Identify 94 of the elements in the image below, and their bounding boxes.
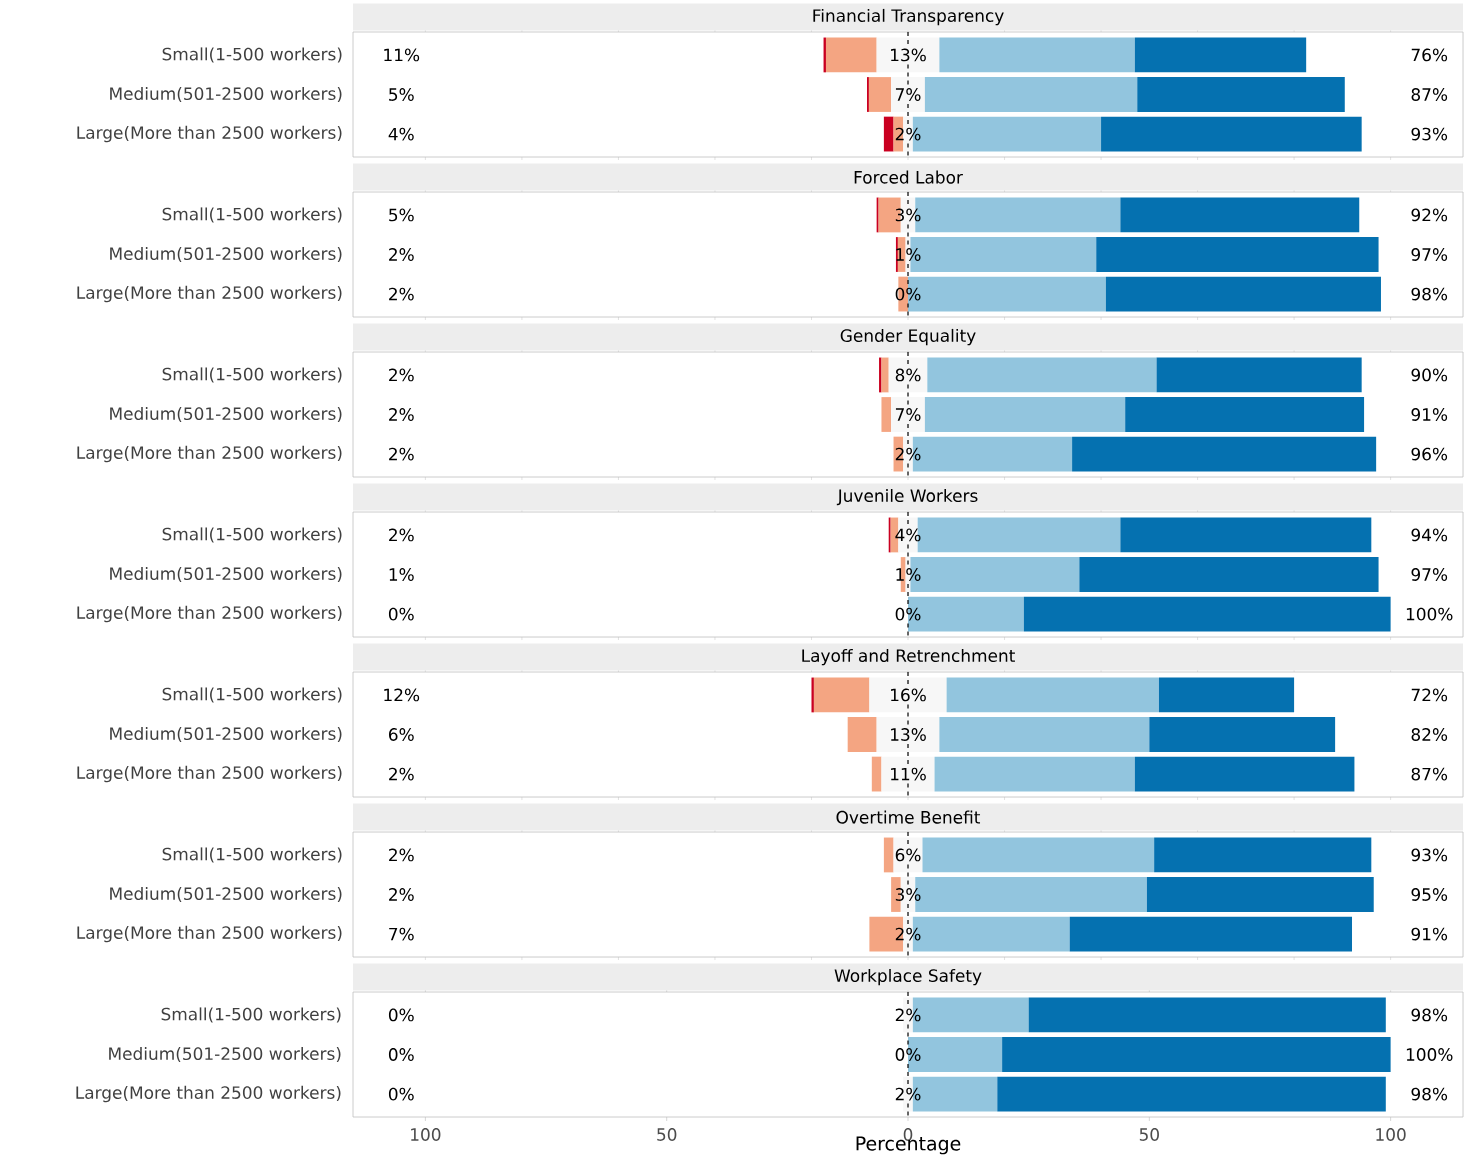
annotation: 2%	[389, 248, 414, 261]
y-tick-label: Small(1-500 workers)	[162, 367, 342, 383]
y-tick-label: Large(More than 2500 workers)	[77, 125, 342, 143]
annotation: 2%	[389, 848, 414, 862]
y-tick-label: Small(1-500 workers)	[162, 527, 342, 543]
annotation: 11%	[384, 48, 420, 62]
annotation: 2%	[389, 368, 414, 382]
annotation: 4%	[388, 127, 414, 141]
annotation: 94%	[1411, 528, 1448, 542]
annotation: 92%	[1411, 208, 1448, 222]
data-label: 8%	[895, 368, 921, 382]
data-label: 2%	[895, 1087, 921, 1101]
chart-title: Financial Transparency	[813, 8, 1004, 26]
annotation: 2%	[389, 528, 414, 542]
y-tick-label: Large(More than 2500 workers)	[77, 765, 342, 783]
annotation: 91%	[1411, 408, 1448, 421]
annotation: 93%	[1411, 848, 1448, 862]
annotation: 2%	[389, 287, 414, 301]
data-label: 6%	[895, 848, 921, 862]
annotation: 90%	[1411, 368, 1448, 382]
annotation: 72%	[1411, 688, 1448, 702]
annotation: 76%	[1411, 48, 1448, 62]
annotation: 93%	[1411, 127, 1448, 141]
x-tick-label: 50	[1139, 1128, 1159, 1141]
annotation: 2%	[389, 888, 414, 901]
annotation: 97%	[1411, 568, 1448, 581]
data-label: 2%	[895, 447, 921, 461]
annotation: 5%	[389, 88, 414, 101]
y-tick-label: Large(More than 2500 workers)	[76, 1085, 341, 1103]
annotation: 95%	[1411, 888, 1448, 901]
annotation: 0%	[388, 1008, 414, 1022]
x-tick-label: 50	[657, 1128, 677, 1141]
chart-title: Layoff and Retrenchment	[802, 648, 1015, 666]
annotation: 7%	[389, 927, 414, 941]
annotation: 1%	[389, 568, 414, 581]
data-label: 1%	[896, 568, 921, 581]
y-tick-label: Medium(501-2500 workers)	[110, 246, 342, 263]
data-label: 13%	[891, 728, 926, 741]
annotation: 87%	[1411, 88, 1448, 101]
y-tick-label: Small(1-500 workers)	[162, 687, 342, 703]
y-tick-label: Small(1-500 workers)	[162, 47, 342, 63]
data-label: 2%	[895, 127, 921, 141]
data-label: 0%	[895, 287, 921, 301]
annotation: 87%	[1411, 767, 1448, 781]
annotation: 6%	[389, 728, 414, 741]
annotation: 91%	[1411, 927, 1448, 941]
annotation: 12%	[384, 688, 420, 702]
y-tick-label: Medium(501-2500 workers)	[110, 726, 342, 743]
y-tick-label: Small(1-500 workers)	[161, 1007, 341, 1023]
annotation: 100%	[1406, 1048, 1453, 1061]
data-label: 3%	[895, 888, 921, 901]
annotation: 97%	[1411, 248, 1448, 261]
annotation: 2%	[389, 767, 414, 781]
annotation: 98%	[1411, 287, 1448, 301]
data-label: 0%	[895, 607, 921, 621]
annotation: 82%	[1411, 728, 1448, 741]
chart-title: Juvenile Workers	[836, 488, 978, 506]
chart-title: Overtime Benefit	[836, 810, 981, 824]
y-tick-label: Small(1-500 workers)	[162, 207, 342, 223]
y-tick-label: Large(More than 2500 workers)	[77, 605, 342, 623]
annotation: 0%	[388, 607, 414, 621]
data-label: 7%	[895, 88, 921, 101]
y-tick-label: Large(More than 2500 workers)	[77, 925, 342, 943]
data-label: 16%	[891, 688, 926, 702]
y-tick-label: Large(More than 2500 workers)	[77, 445, 342, 463]
annotation: 0%	[388, 1087, 414, 1101]
y-tick-label: Medium(501-2500 workers)	[110, 886, 342, 903]
y-tick-label: Medium(501-2500 workers)	[110, 86, 342, 103]
y-tick-label: Large(More than 2500 workers)	[77, 285, 342, 303]
annotation: 98%	[1411, 1087, 1448, 1101]
annotation: 0%	[388, 1048, 414, 1061]
chart-title: Forced Labor	[854, 170, 963, 184]
y-tick-label: Medium(501-2500 workers)	[110, 406, 342, 423]
x-tick-label: 100	[411, 1128, 441, 1141]
data-label: 2%	[895, 1008, 921, 1022]
data-label: 2%	[895, 927, 921, 941]
annotation: 2%	[389, 408, 414, 421]
data-label: 11%	[891, 767, 926, 781]
annotation: 98%	[1411, 1008, 1448, 1022]
data-label: 0%	[895, 1048, 921, 1061]
annotation: 100%	[1406, 607, 1453, 621]
data-label: 3%	[895, 208, 921, 222]
x-tick-label: 100	[1376, 1128, 1406, 1141]
data-label: 7%	[895, 408, 921, 421]
chart-title: Gender Equality	[840, 328, 976, 346]
y-tick-label: Small(1-500 workers)	[162, 847, 342, 863]
data-label: 13%	[891, 48, 926, 62]
annotation: 2%	[389, 447, 414, 461]
data-label: 4%	[895, 528, 921, 542]
chart-title: Workplace Safety	[834, 968, 982, 986]
y-tick-label: Medium(501-2500 workers)	[109, 1046, 341, 1063]
annotation: 96%	[1411, 447, 1448, 461]
annotation: 5%	[389, 208, 414, 222]
y-tick-label: Medium(501-2500 workers)	[110, 566, 342, 583]
